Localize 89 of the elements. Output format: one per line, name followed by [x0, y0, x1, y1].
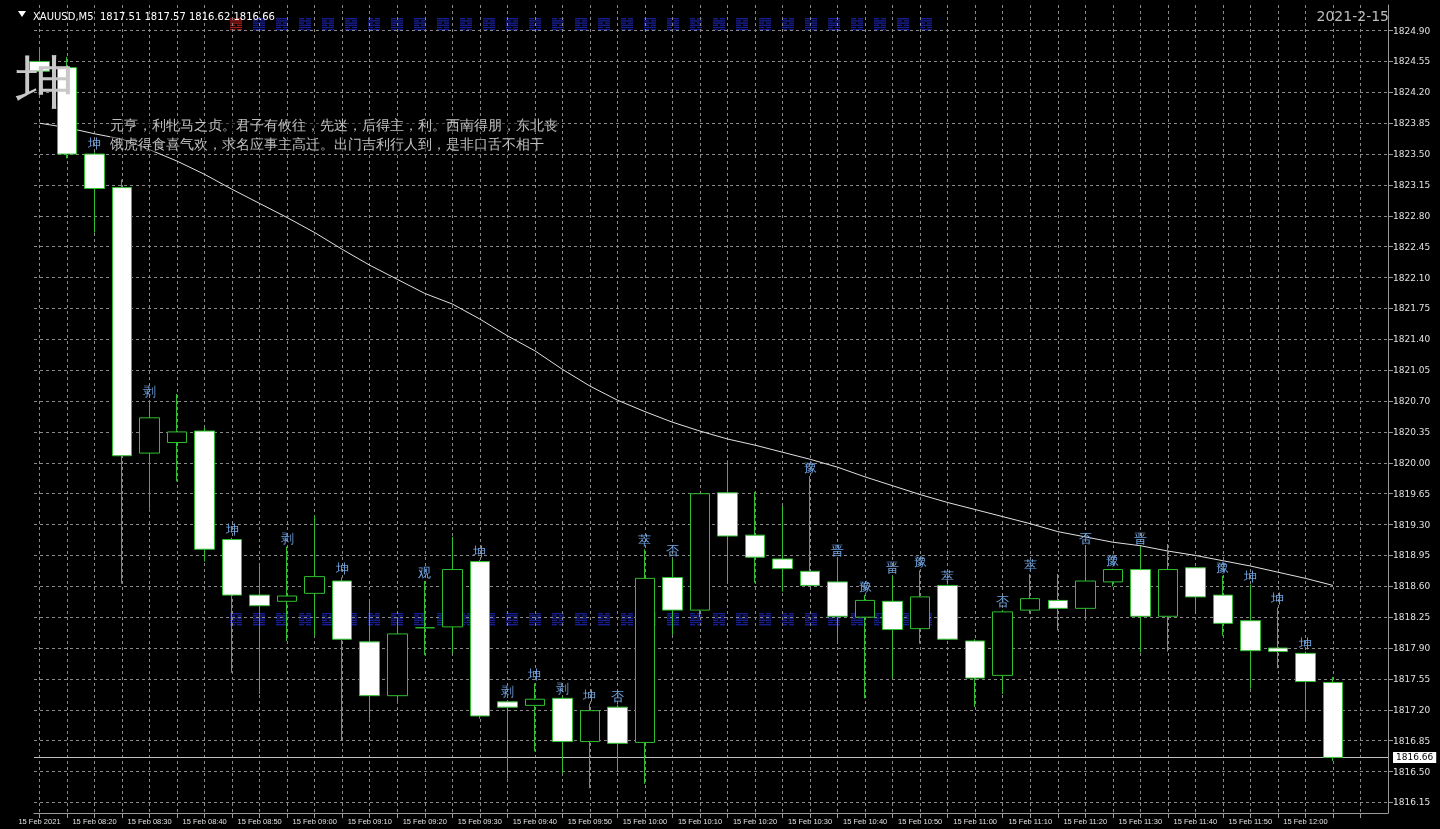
annotation: 饿虎得食喜气欢，求名应事主高迁。出门吉利行人到，是非口舌不相干 [109, 136, 544, 152]
y-tick-label: 1823.50 [1393, 149, 1431, 160]
y-tick-label: 1816.85 [1393, 735, 1431, 746]
candlestick [772, 505, 793, 593]
candlestick [139, 399, 160, 510]
candlestick [800, 475, 820, 587]
y-tick-label: 1818.25 [1393, 612, 1431, 623]
y-tick-label: 1820.35 [1393, 426, 1431, 437]
y-tick-label: 1824.90 [1393, 25, 1431, 36]
annotation: 豫 [1216, 559, 1230, 575]
annotation: 晋 [886, 559, 900, 575]
candlestick [249, 564, 270, 695]
annotation: 晋 [1133, 530, 1147, 546]
candlestick [937, 584, 958, 641]
y-tick-label: 1820.70 [1393, 396, 1431, 407]
y-tick-label: 1816.50 [1393, 766, 1431, 777]
y-tick-label: 1822.80 [1393, 210, 1431, 221]
y-tick-label: 1822.45 [1393, 241, 1431, 252]
candlestick [1048, 573, 1068, 631]
annotation: 晋 [831, 542, 845, 558]
y-tick-label: 1818.95 [1393, 550, 1431, 561]
candlestick [1295, 651, 1316, 720]
candlestick [497, 699, 518, 780]
candlestick [717, 459, 738, 583]
annotation: 坤 [1297, 635, 1312, 651]
annotation: 萃 [941, 568, 955, 584]
y-tick-label: 1821.75 [1393, 303, 1431, 314]
y-tick-label: 1817.90 [1393, 643, 1431, 654]
annotation: 否 [996, 594, 1010, 610]
candlestick [745, 491, 765, 584]
annotation: 坤 [1242, 568, 1257, 584]
annotation: 坤 [582, 687, 597, 703]
annotation: 萃 [1023, 557, 1037, 573]
annotation: 否 [610, 688, 624, 704]
annotation: 坤 [87, 136, 102, 152]
candlestick [580, 703, 600, 789]
annotation: 剥 [280, 530, 294, 546]
annotation: 坤 [334, 561, 349, 577]
candlestick [84, 151, 105, 234]
candlestick [992, 609, 1013, 695]
candlestick [1185, 566, 1206, 612]
candlestick [552, 696, 573, 774]
candlestick [1158, 543, 1178, 653]
chart-subtitle: 2021-2-15 [1316, 8, 1390, 24]
y-tick-label: 1819.30 [1393, 519, 1431, 530]
annotation: 坤 [224, 521, 239, 537]
candlestick [662, 558, 683, 636]
candlestick [1075, 546, 1096, 622]
candlestick [1268, 606, 1288, 669]
y-tick-label: 1817.55 [1393, 673, 1431, 684]
annotation: 否 [665, 542, 679, 558]
annotation: 豫 [913, 554, 927, 570]
y-tick-label: 1824.55 [1393, 56, 1431, 67]
y-tick-label: 1818.60 [1393, 581, 1431, 592]
candlestick [525, 682, 545, 752]
text: XAUUSD,M5 1817.51 1817.57 1816.62 1816.66 [33, 10, 275, 22]
annotation: 豫 [803, 460, 817, 476]
y-tick-label: 1823.15 [1393, 179, 1431, 190]
annotation: 萃 [638, 533, 652, 549]
annotation: 剥 [555, 680, 569, 696]
candlestick [965, 638, 985, 708]
candlestick [1213, 575, 1233, 637]
annotation: 坤 [1270, 591, 1285, 607]
annotation: 豫 [858, 579, 872, 595]
y-tick-label: 1820.00 [1393, 457, 1431, 468]
annotation: 豫 [1106, 552, 1120, 568]
candlestick [1130, 546, 1151, 653]
annotation: 坤 [472, 543, 487, 559]
annotation: 剥 [143, 384, 157, 400]
y-tick-label: 1816.15 [1393, 797, 1431, 808]
annotation: 元亨，利牝马之贞。君子有攸往，先迷，后得主，利。西南得朋，东北丧 [110, 117, 558, 133]
candlestick [1240, 584, 1261, 690]
candlestick [1020, 573, 1040, 615]
ref-line-label: 1816.66 [1396, 752, 1434, 763]
y-tick-label: 1817.20 [1393, 704, 1431, 715]
candlestick [167, 393, 187, 482]
y-tick-label: 1822.10 [1393, 272, 1431, 283]
y-tick-label: 1824.20 [1393, 87, 1431, 98]
candlestick [1323, 676, 1343, 762]
y-tick-label: 1819.65 [1393, 488, 1431, 499]
annotation: 观 [418, 565, 432, 581]
candlestick [194, 427, 215, 563]
annotation: 坤 [527, 667, 542, 683]
candlestick [1103, 568, 1123, 587]
y-tick-label: 1821.40 [1393, 334, 1431, 345]
candlestick [607, 704, 628, 773]
y-tick-label: 1821.05 [1393, 365, 1431, 376]
annotation: 剥 [500, 684, 514, 700]
y-tick-label: 1823.85 [1393, 118, 1431, 129]
